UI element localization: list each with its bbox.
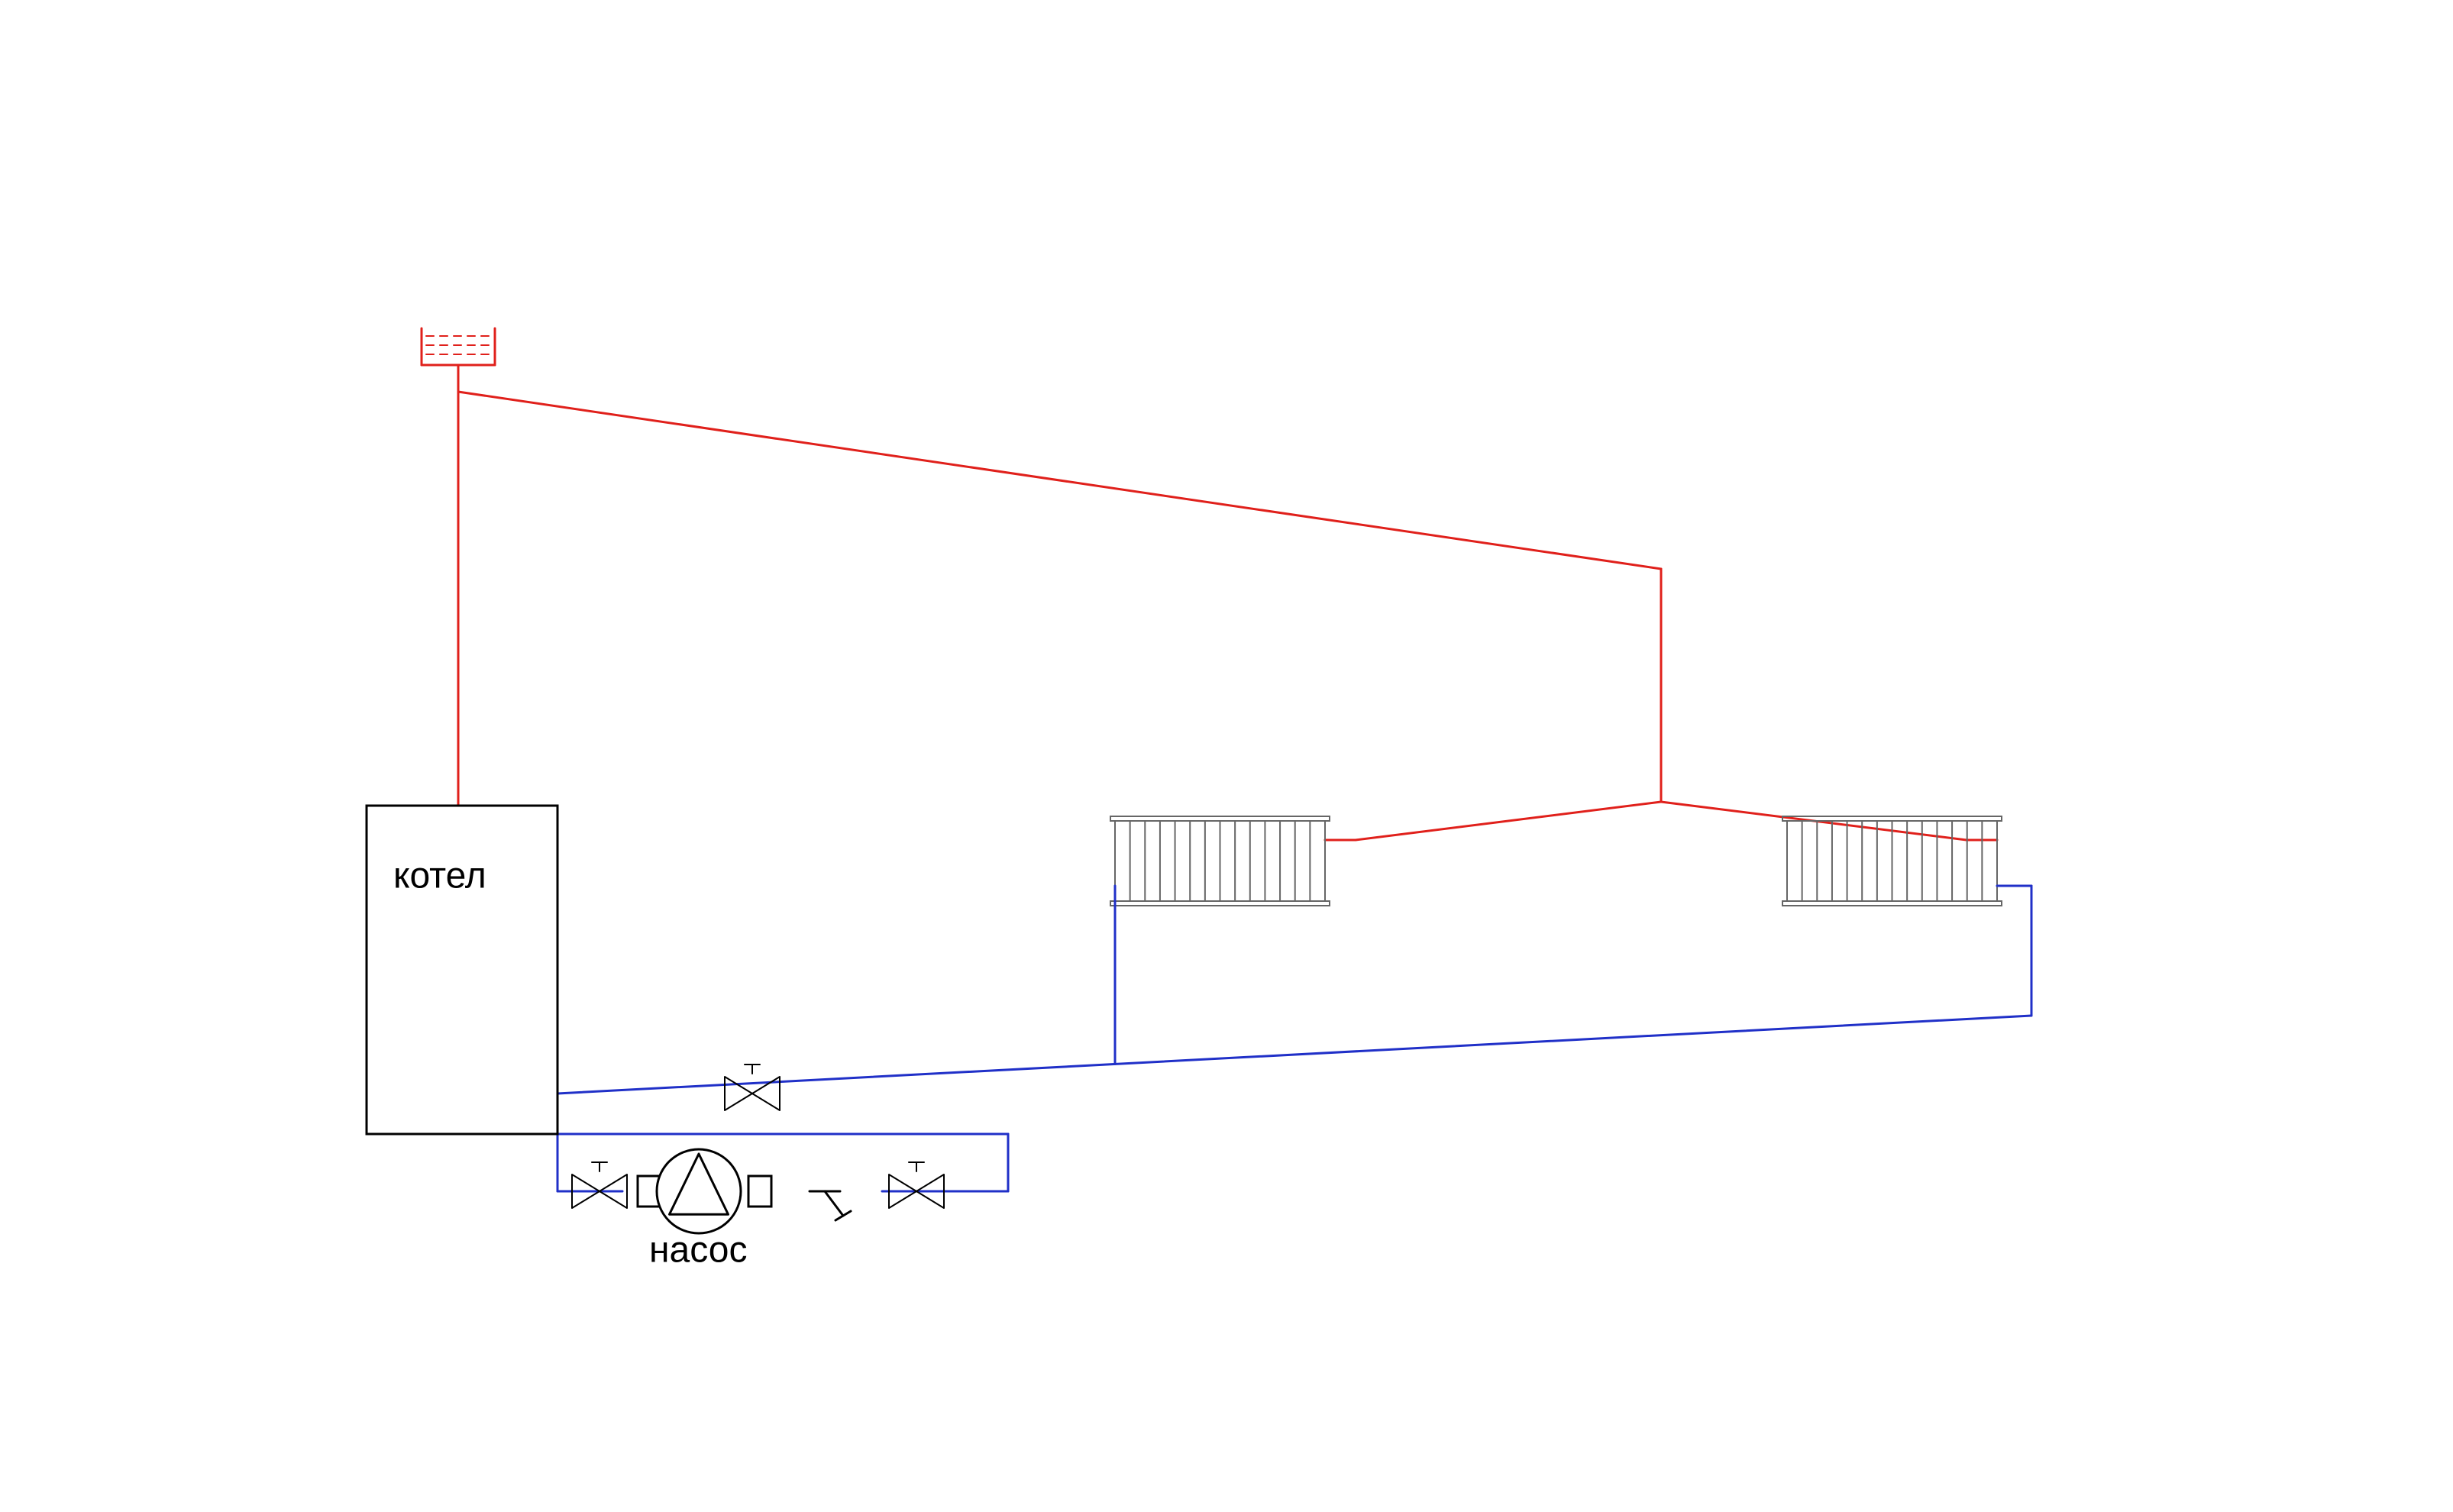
boiler-label: котел [393, 856, 486, 897]
pump-label: насос [649, 1230, 747, 1271]
return-main [558, 1016, 2031, 1094]
supply-main [458, 392, 1661, 569]
radiator-1 [1110, 816, 1330, 906]
radiator-2 [1782, 816, 2002, 906]
heating-schematic: котел насос [0, 0, 2453, 1512]
pump-icon [657, 1149, 741, 1233]
boiler [367, 806, 558, 1134]
